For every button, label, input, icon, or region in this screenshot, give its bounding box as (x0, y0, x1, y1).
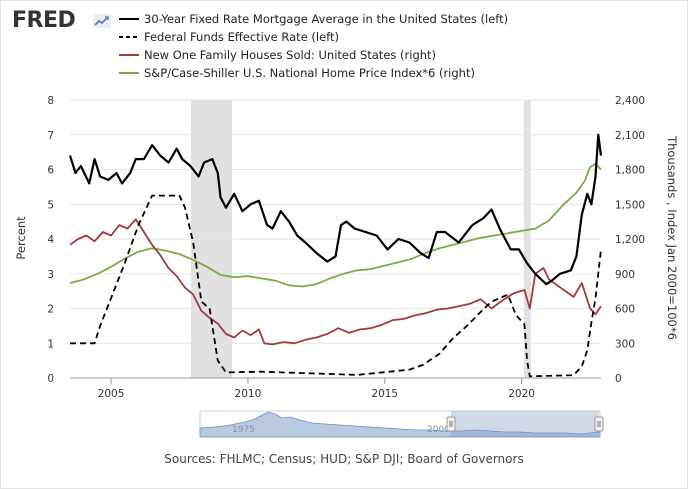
right-tick-label: 1,500 (615, 199, 645, 211)
series-line-mortgage[interactable] (68, 133, 603, 286)
right-axis-label: Thousands , Index Jan 2000=100*6 (665, 135, 679, 340)
legend-item-fedfunds[interactable]: Federal Funds Effective Rate (left) (118, 28, 508, 46)
legend-label-mortgage: 30-Year Fixed Rate Mortgage Average in t… (144, 12, 509, 26)
right-tick-label: 900 (615, 269, 635, 281)
legend-label-fedfunds: Federal Funds Effective Rate (left) (144, 30, 340, 44)
x-tick-label: 2010 (235, 388, 262, 400)
right-tick-label: 0 (615, 373, 622, 385)
trend-line-icon (93, 14, 111, 28)
left-tick-label: 1 (47, 338, 54, 350)
chart-canvas: 0 1 2 3 4 5 6 7 8 0 300 600 900 1,200 1,500 1,800 2,100 2… (14, 95, 679, 438)
chart-legend: 30-Year Fixed Rate Mortgage Average in t… (118, 10, 508, 82)
left-tick-label: 6 (47, 165, 54, 177)
left-tick-label: 7 (47, 130, 54, 142)
right-tick-label: 300 (615, 338, 635, 350)
navigator-history-area (199, 411, 601, 438)
left-tick-label: 4 (47, 234, 54, 246)
left-axis-label: Percent (14, 216, 28, 260)
grid-lines (70, 99, 601, 379)
navigator-selected-range[interactable] (451, 411, 599, 437)
range-selector[interactable]: 1975 2000 (199, 410, 604, 438)
right-tick-label: 2,100 (615, 130, 645, 142)
right-tick-label: 600 (615, 304, 635, 316)
left-tick-label: 2 (47, 304, 54, 316)
series-line-fedfunds[interactable] (70, 194, 602, 378)
legend-label-newhomes: New One Family Houses Sold: United State… (144, 48, 437, 62)
right-tick-label: 1,800 (615, 165, 645, 177)
left-tick-label: 5 (47, 199, 54, 211)
legend-item-newhomes[interactable]: New One Family Houses Sold: United State… (118, 46, 508, 64)
right-tick-label: 2,400 (615, 95, 645, 107)
legend-swatch-newhomes (119, 54, 139, 56)
navigator-end-label: 2000 (427, 425, 450, 435)
plot-area (68, 133, 603, 378)
navigator-left-handle[interactable] (446, 416, 456, 432)
legend-swatch-mortgage (119, 18, 139, 20)
series-line-caseshiller[interactable] (69, 162, 602, 288)
series-line-newhomes[interactable] (69, 218, 602, 346)
chart-header: FRED 30-Year Fixed Rate Mortgage Average… (0, 0, 688, 92)
legend-label-caseshiller: S&P/Case-Shiller U.S. National Home Pric… (144, 66, 475, 80)
left-tick-label: 0 (47, 373, 54, 385)
sources-note: Sources: FHLMC; Census; HUD; S&P DJI; Bo… (164, 452, 524, 466)
navigator-right-handle[interactable] (594, 416, 604, 432)
legend-item-mortgage[interactable]: 30-Year Fixed Rate Mortgage Average in t… (118, 10, 508, 28)
left-tick-label: 3 (47, 269, 54, 281)
legend-item-caseshiller[interactable]: S&P/Case-Shiller U.S. National Home Pric… (118, 64, 508, 82)
legend-swatch-caseshiller (119, 72, 139, 74)
legend-swatch-fedfunds (119, 36, 139, 38)
x-tick-label: 2020 (508, 388, 535, 400)
fred-logo[interactable]: FRED (12, 8, 76, 33)
right-tick-label: 1,200 (615, 234, 645, 246)
navigator-start-label: 1975 (232, 425, 255, 435)
axes: 0 1 2 3 4 5 6 7 8 0 300 600 900 1,200 1,500 1,800 2,100 2… (47, 95, 645, 400)
x-tick-label: 2015 (371, 388, 398, 400)
left-tick-label: 8 (47, 95, 54, 107)
x-tick-label: 2005 (98, 388, 125, 400)
